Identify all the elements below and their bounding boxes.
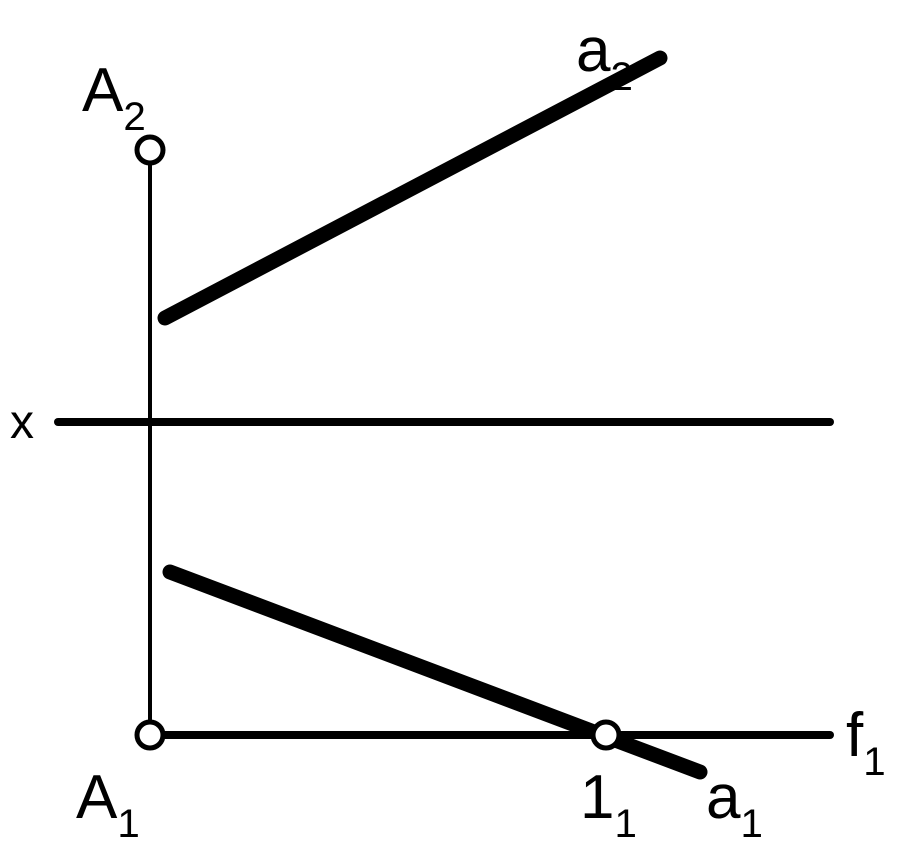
label-a2-lower: a2 xyxy=(576,15,633,94)
point-a2 xyxy=(137,137,163,163)
label-f1: f1 xyxy=(846,700,886,779)
label-a2-upper: A2 xyxy=(82,55,146,134)
a1-line xyxy=(170,572,700,772)
label-a1-upper: A1 xyxy=(76,762,140,841)
point-1 xyxy=(593,722,619,748)
label-x: x xyxy=(10,395,34,457)
label-a1-lower: a1 xyxy=(706,762,763,841)
label-1: 11 xyxy=(580,762,637,841)
point-a1 xyxy=(137,722,163,748)
a2-line xyxy=(165,58,660,318)
